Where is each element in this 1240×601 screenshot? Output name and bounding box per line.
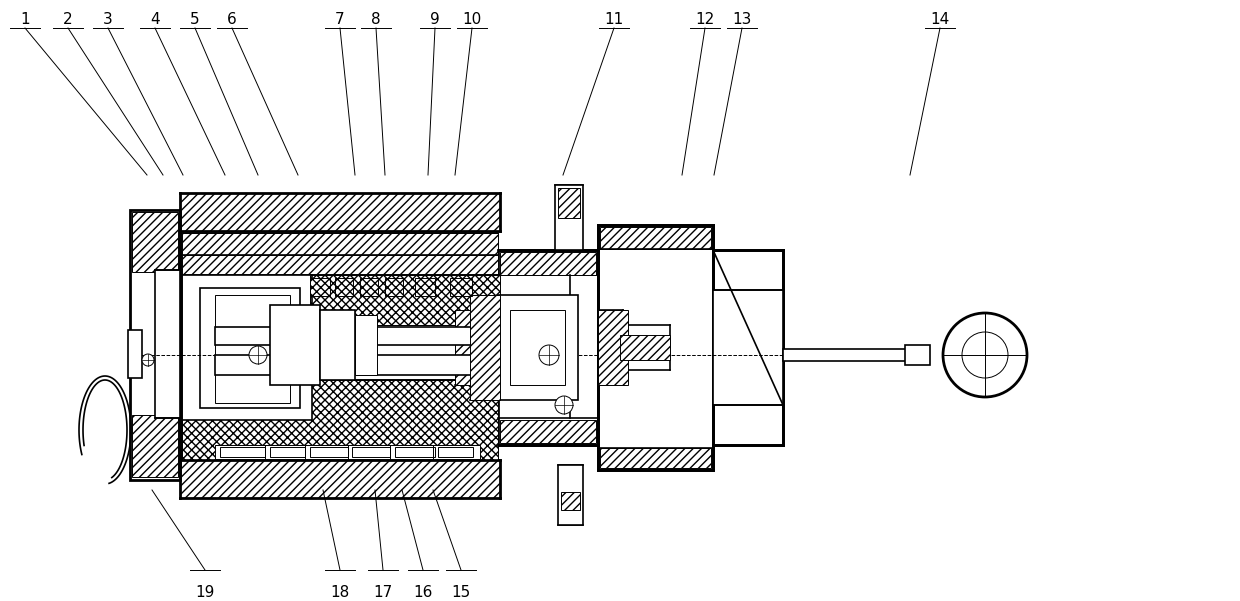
Bar xyxy=(360,278,378,296)
Bar xyxy=(310,275,500,325)
Text: 2: 2 xyxy=(63,12,73,27)
Bar xyxy=(558,465,583,525)
Bar xyxy=(335,278,353,296)
Bar xyxy=(215,327,480,345)
Text: 18: 18 xyxy=(330,585,350,600)
Text: 3: 3 xyxy=(103,12,113,27)
Bar xyxy=(556,185,583,250)
Bar xyxy=(500,420,596,443)
Text: 4: 4 xyxy=(150,12,160,27)
Bar xyxy=(455,310,505,385)
Text: 10: 10 xyxy=(463,12,481,27)
Bar xyxy=(215,355,480,375)
Bar xyxy=(352,447,391,457)
Text: 12: 12 xyxy=(696,12,714,27)
Bar xyxy=(598,310,627,385)
Bar xyxy=(128,330,143,378)
Bar xyxy=(600,448,711,468)
Bar xyxy=(498,295,578,400)
Bar xyxy=(310,447,348,457)
Bar xyxy=(498,250,598,445)
Bar xyxy=(438,447,472,457)
Bar xyxy=(155,270,180,418)
Bar xyxy=(558,188,580,218)
Bar xyxy=(905,345,930,365)
Circle shape xyxy=(143,354,154,366)
Bar xyxy=(310,278,330,296)
Bar xyxy=(182,233,498,255)
Bar xyxy=(182,275,312,420)
Bar xyxy=(130,210,180,480)
Bar xyxy=(500,252,596,275)
Bar xyxy=(598,225,713,470)
Bar xyxy=(782,349,913,361)
Text: 7: 7 xyxy=(335,12,345,27)
Text: 19: 19 xyxy=(196,585,215,600)
Bar xyxy=(470,295,500,400)
Text: 1: 1 xyxy=(20,12,30,27)
Bar xyxy=(131,415,179,477)
Bar xyxy=(384,278,403,296)
Bar xyxy=(415,278,435,296)
Circle shape xyxy=(249,346,267,364)
Bar xyxy=(510,310,565,385)
Bar xyxy=(182,438,498,460)
Bar xyxy=(320,310,355,380)
Text: 14: 14 xyxy=(930,12,950,27)
Bar xyxy=(560,492,580,510)
Bar xyxy=(600,227,711,249)
Text: 9: 9 xyxy=(430,12,440,27)
Bar xyxy=(182,380,498,460)
Bar xyxy=(215,295,290,403)
Text: 8: 8 xyxy=(371,12,381,27)
Bar xyxy=(396,447,435,457)
Bar xyxy=(200,288,300,408)
Bar xyxy=(713,290,782,405)
Circle shape xyxy=(539,345,559,365)
Circle shape xyxy=(942,313,1027,397)
Text: 16: 16 xyxy=(413,585,433,600)
Text: 5: 5 xyxy=(190,12,200,27)
Bar xyxy=(180,460,500,498)
Circle shape xyxy=(962,332,1008,378)
Bar xyxy=(450,278,472,296)
Bar xyxy=(713,250,782,445)
Bar xyxy=(270,447,305,457)
Bar xyxy=(270,305,320,385)
Text: 15: 15 xyxy=(451,585,471,600)
Bar xyxy=(598,310,622,385)
Bar xyxy=(215,445,480,459)
Bar xyxy=(219,447,265,457)
Bar xyxy=(182,255,498,275)
Circle shape xyxy=(556,396,573,414)
Bar xyxy=(182,418,498,438)
Text: 13: 13 xyxy=(733,12,751,27)
Bar xyxy=(180,193,500,231)
Text: 11: 11 xyxy=(604,12,624,27)
Text: 6: 6 xyxy=(227,12,237,27)
Text: 17: 17 xyxy=(373,585,393,600)
Bar xyxy=(131,212,179,272)
Bar xyxy=(620,335,670,360)
Bar xyxy=(355,315,377,375)
